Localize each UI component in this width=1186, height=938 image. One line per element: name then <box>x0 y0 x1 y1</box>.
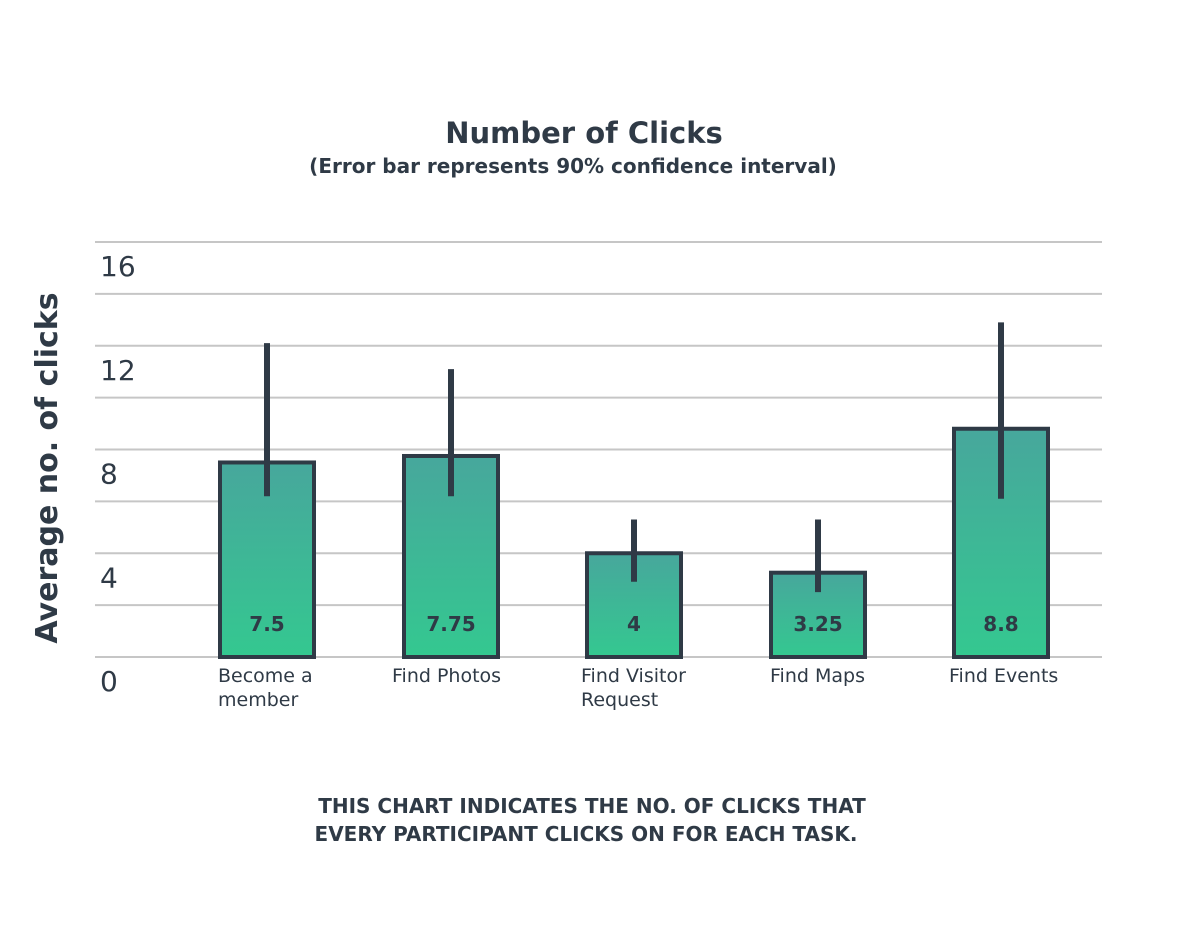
footnote-line-1: THIS CHART INDICATES THE NO. OF CLICKS T… <box>318 794 866 818</box>
footnote: THIS CHART INDICATES THE NO. OF CLICKS T… <box>315 794 867 846</box>
y-tick-label: 0 <box>100 665 118 698</box>
chart-subtitle: (Error bar represents 90% confidence int… <box>309 154 837 178</box>
y-tick-label: 16 <box>100 250 136 283</box>
y-tick-label: 12 <box>100 354 136 387</box>
x-tick-label: Become a <box>218 665 313 687</box>
x-tick-label: Find Maps <box>770 665 865 687</box>
y-axis-label: Average no. of clicks <box>30 292 65 643</box>
x-tick-label: Find Events <box>949 665 1058 687</box>
x-tick-label: Find Photos <box>392 665 501 687</box>
bar-value-label: 8.8 <box>983 612 1018 636</box>
bars: 7.5 7.75 4 3.25 8.8 <box>218 322 1050 659</box>
bar-value-label: 3.25 <box>793 612 842 636</box>
y-tick-label: 4 <box>100 561 118 594</box>
bar-value-label: 4 <box>627 612 641 636</box>
x-tick-label: member <box>218 689 298 711</box>
x-tick-label: Request <box>581 689 658 711</box>
bar-value-label: 7.5 <box>249 612 284 636</box>
footnote-line-2: EVERY PARTICIPANT CLICKS ON FOR EACH TAS… <box>315 822 858 846</box>
x-tick-label: Find Visitor <box>581 665 686 687</box>
y-axis-ticks: 0 4 8 12 16 <box>100 250 136 698</box>
bar-value-label: 7.75 <box>426 612 475 636</box>
chart-title: Number of Clicks <box>445 116 723 150</box>
y-tick-label: 8 <box>100 458 118 491</box>
